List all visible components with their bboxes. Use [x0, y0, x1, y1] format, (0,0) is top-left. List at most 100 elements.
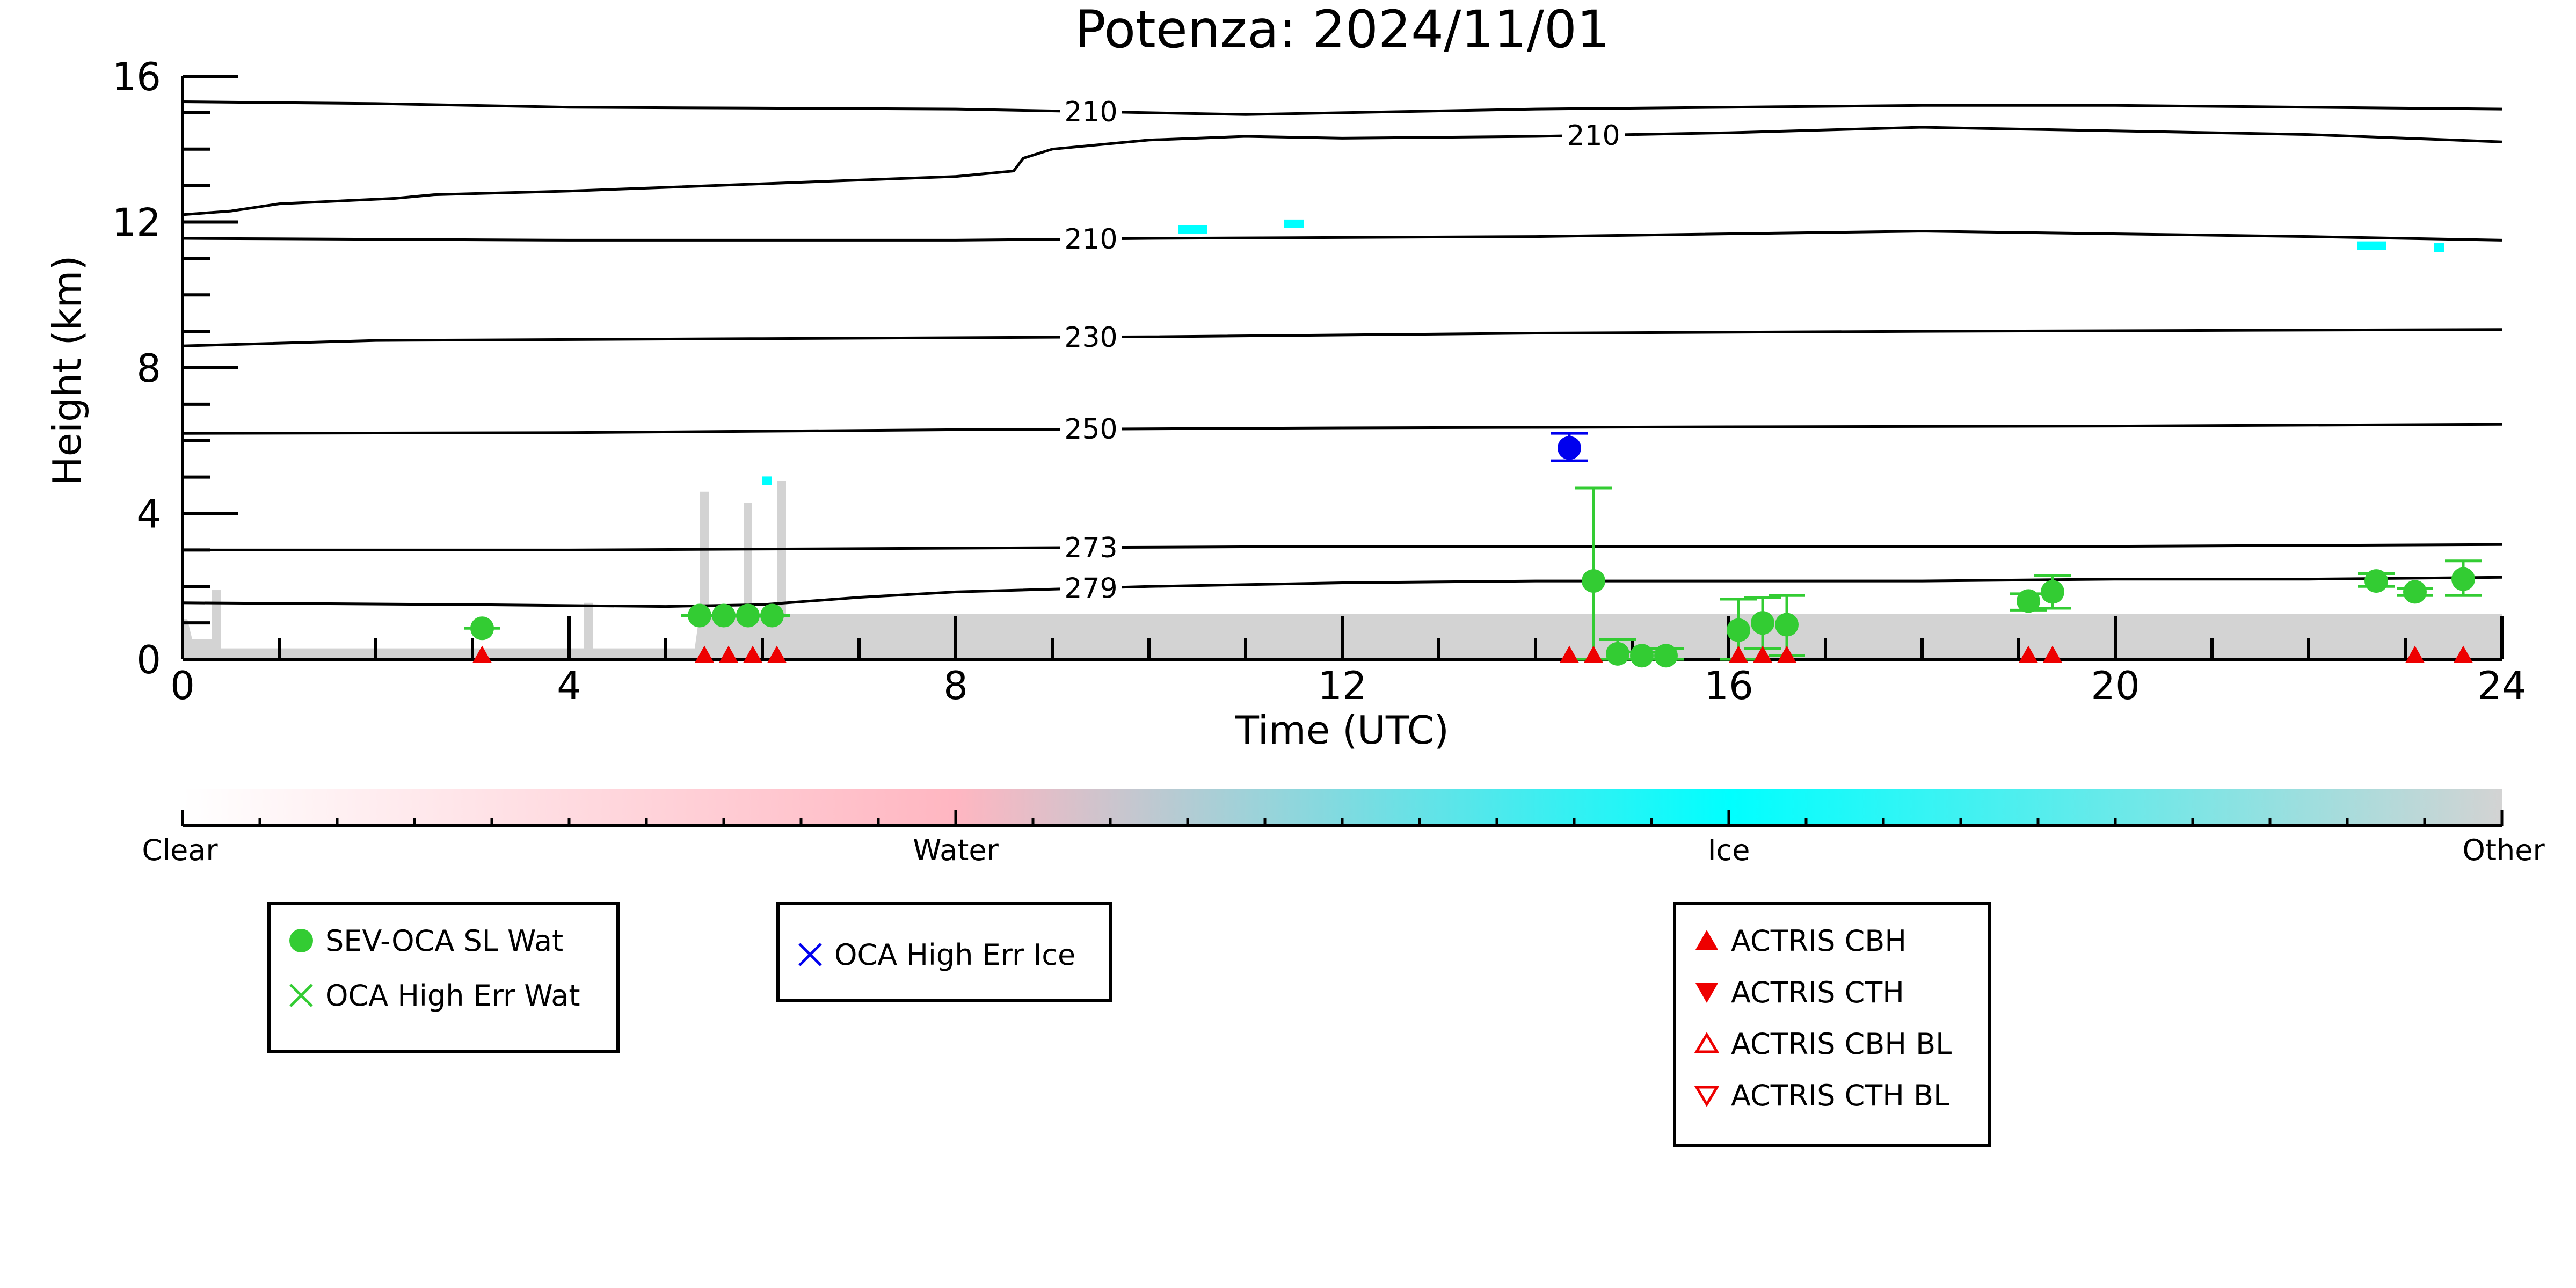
data-point: [1654, 644, 1678, 668]
data-point: [1558, 436, 1581, 460]
data-point: [2041, 580, 2064, 604]
data-series: [464, 432, 2482, 668]
other-plume: [584, 602, 593, 659]
ice-patch: [2434, 243, 2444, 252]
x-tick-label: 12: [1318, 663, 1367, 708]
legend-label: ACTRIS CTH: [1731, 975, 1904, 1009]
data-point: [688, 603, 711, 628]
ice-patch: [1284, 219, 1304, 228]
series-sev-oca-sl-wat: [464, 486, 2482, 668]
blue-x-icon: [791, 938, 829, 971]
ice-patch: [1178, 225, 1207, 234]
contour-label-bg: [1060, 413, 1122, 445]
data-point: [1777, 645, 1796, 663]
data-point: [1630, 644, 1654, 668]
data-point: [1584, 645, 1603, 663]
contour-label: 210: [1567, 120, 1620, 152]
legend-label: OCA High Err Ice: [834, 937, 1076, 972]
series-oca-high-err-ice: [1551, 432, 1588, 462]
other-plume: [700, 491, 709, 659]
y-tick-label: 0: [136, 637, 161, 682]
contour-line: [183, 543, 2502, 551]
contour-label-bg: [1562, 119, 1625, 150]
other-plume: [744, 503, 752, 659]
x-axis-label: Time (UTC): [1235, 708, 1449, 753]
data-point: [1582, 569, 1605, 593]
contour-label: 210: [1064, 96, 1117, 128]
x-tick-label: 16: [1704, 663, 1753, 708]
ice-patch: [2357, 241, 2386, 250]
temperature-contours: 279 273 250 230 210 210 210: [182, 95, 2502, 608]
data-point: [2454, 645, 2473, 663]
data-point: [1560, 645, 1579, 663]
contour-label-bg: [1060, 321, 1122, 352]
contour-line: [182, 328, 2502, 347]
legend-label: ACTRIS CTH BL: [1731, 1078, 1950, 1112]
y-tick-label: 8: [136, 346, 161, 391]
legend-item-sev-oca-sl-wat: SEV-OCA SL Wat: [271, 919, 563, 962]
colorbar: Clear Water Ice Other: [142, 789, 2545, 867]
colorbar-ticks: [181, 810, 2504, 827]
data-point: [743, 645, 762, 663]
ice-patch: [762, 476, 772, 485]
contour-label-bg: [1060, 95, 1122, 127]
colorbar-label-ice: Ice: [1708, 833, 1750, 867]
data-point: [1727, 618, 1750, 642]
legend-sev-oca: SEV-OCA SL Wat OCA High Err Wat: [267, 902, 620, 1053]
contour-line: [182, 229, 2502, 242]
other-plume: [777, 481, 786, 659]
contour-label: 210: [1064, 223, 1117, 256]
data-point: [760, 603, 784, 628]
data-point: [472, 645, 492, 663]
data-point: [2019, 645, 2038, 663]
legend-actris: ACTRIS CBH ACTRIS CTH ACTRIS CBH BL ACTR…: [1673, 902, 1991, 1147]
red-triangle-up-open-icon: [1688, 1028, 1726, 1060]
y-tick-label: 16: [112, 54, 161, 99]
data-point: [1729, 645, 1748, 663]
x-tick-label: 0: [170, 663, 195, 708]
data-point: [1606, 642, 1629, 666]
data-point: [712, 603, 736, 628]
contour-line: [182, 126, 2502, 216]
green-circle-icon: [282, 925, 320, 957]
green-x-icon: [282, 979, 320, 1012]
legend-item-oca-high-err-ice: OCA High Err Ice: [780, 933, 1075, 976]
contour-label-bg: [1060, 223, 1122, 254]
legend-item-actris-cbh-bl: ACTRIS CBH BL: [1676, 1022, 1952, 1065]
legend-label: ACTRIS CBH: [1731, 923, 1906, 958]
contour-line: [182, 423, 2502, 435]
legend-item-actris-cth-bl: ACTRIS CTH BL: [1676, 1074, 1949, 1117]
contour-label-bg: [1060, 531, 1122, 563]
data-point: [719, 645, 738, 663]
data-point: [2364, 569, 2388, 593]
legend-label: SEV-OCA SL Wat: [325, 923, 564, 958]
data-point: [1775, 613, 1799, 637]
legend-label: OCA High Err Wat: [325, 978, 580, 1013]
red-triangle-down-icon: [1688, 976, 1726, 1008]
x-tick-label: 4: [557, 663, 581, 708]
x-tick-label: 8: [943, 663, 968, 708]
data-point: [1751, 611, 1774, 635]
contour-label: 279: [1064, 572, 1117, 605]
contour-line: [182, 576, 2502, 608]
plot-axes: 0 4 8 12 16 20 24 0 4 8 12 16: [112, 54, 2526, 708]
colorbar-label-clear: Clear: [142, 833, 218, 867]
contour-line: [182, 100, 2502, 116]
data-point: [2403, 580, 2427, 604]
data-point: [2451, 567, 2475, 591]
data-point: [2017, 589, 2040, 613]
y-tick-label: 12: [112, 200, 161, 245]
data-point: [2043, 645, 2062, 663]
colorbar-label-water: Water: [913, 833, 999, 867]
red-triangle-down-open-icon: [1688, 1079, 1726, 1111]
contour-label: 230: [1064, 322, 1117, 354]
data-point: [470, 616, 494, 641]
ice-cloud-patches: [762, 219, 2444, 485]
red-triangle-up-icon: [1688, 925, 1726, 957]
data-point: [695, 645, 714, 663]
legend-label: ACTRIS CBH BL: [1731, 1027, 1952, 1061]
contour-label-bg: [1060, 572, 1122, 603]
data-point: [1753, 645, 1772, 663]
data-point: [2405, 645, 2425, 663]
